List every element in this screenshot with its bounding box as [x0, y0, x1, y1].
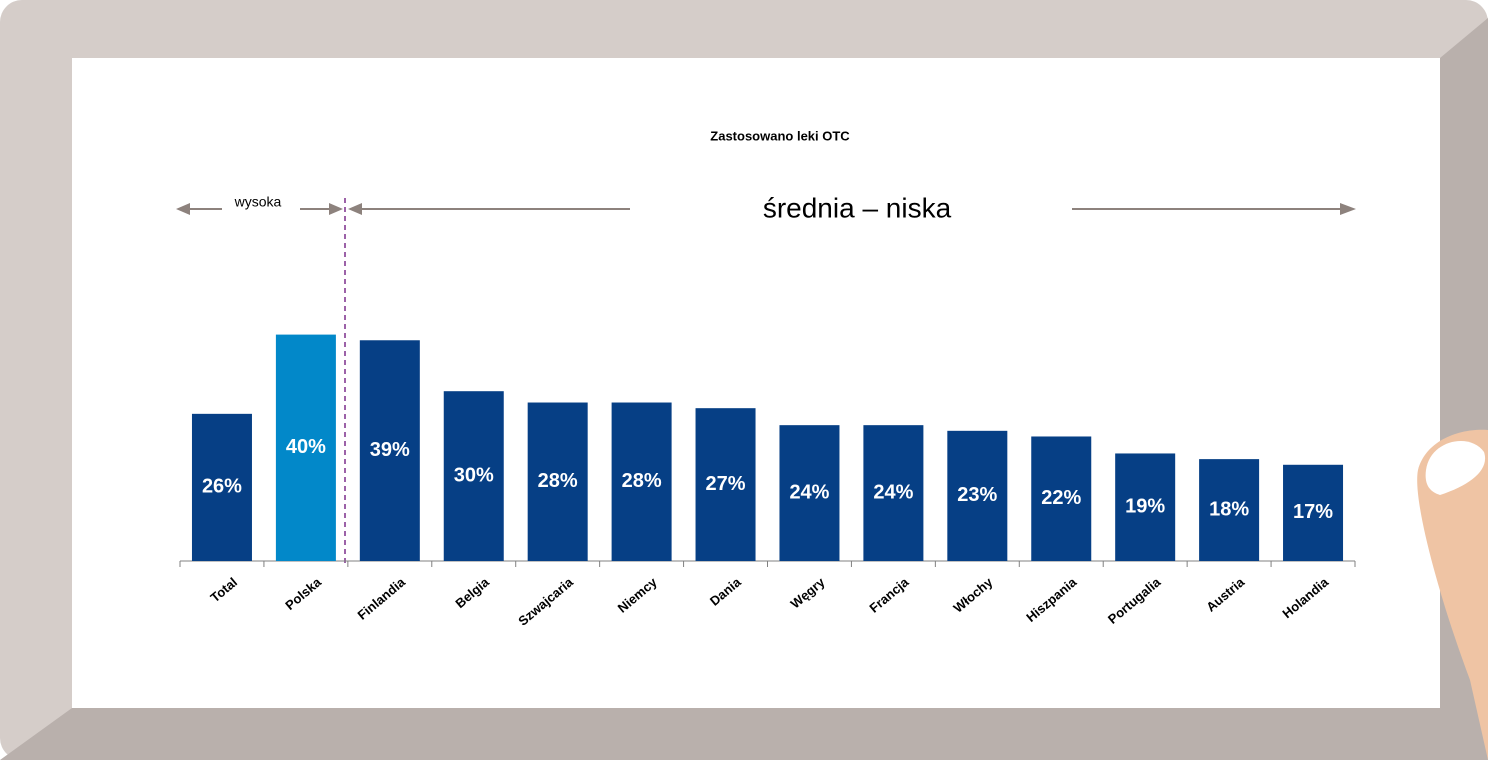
- value-label: 30%: [454, 464, 494, 486]
- value-label: 39%: [370, 439, 410, 461]
- chart-title: Zastosowano leki OTC: [710, 128, 850, 143]
- value-label: 40%: [286, 436, 326, 458]
- value-label: 22%: [1041, 487, 1081, 509]
- annotation: średnia – niska: [763, 192, 952, 223]
- value-label: 27%: [706, 473, 746, 495]
- value-label: 23%: [957, 484, 997, 506]
- value-label: 19%: [1125, 496, 1165, 518]
- value-label: 18%: [1209, 498, 1249, 520]
- value-label: 28%: [538, 470, 578, 492]
- page: Zastosowano leki OTC wysoka średnia – ni…: [0, 0, 1488, 760]
- value-label: 24%: [789, 481, 829, 503]
- value-label: 28%: [622, 470, 662, 492]
- value-label: 26%: [202, 476, 242, 498]
- chart: Zastosowano leki OTC wysoka średnia – ni…: [0, 0, 1488, 760]
- value-label: 17%: [1293, 501, 1333, 523]
- annotation: wysoka: [234, 194, 282, 210]
- value-label: 24%: [873, 481, 913, 503]
